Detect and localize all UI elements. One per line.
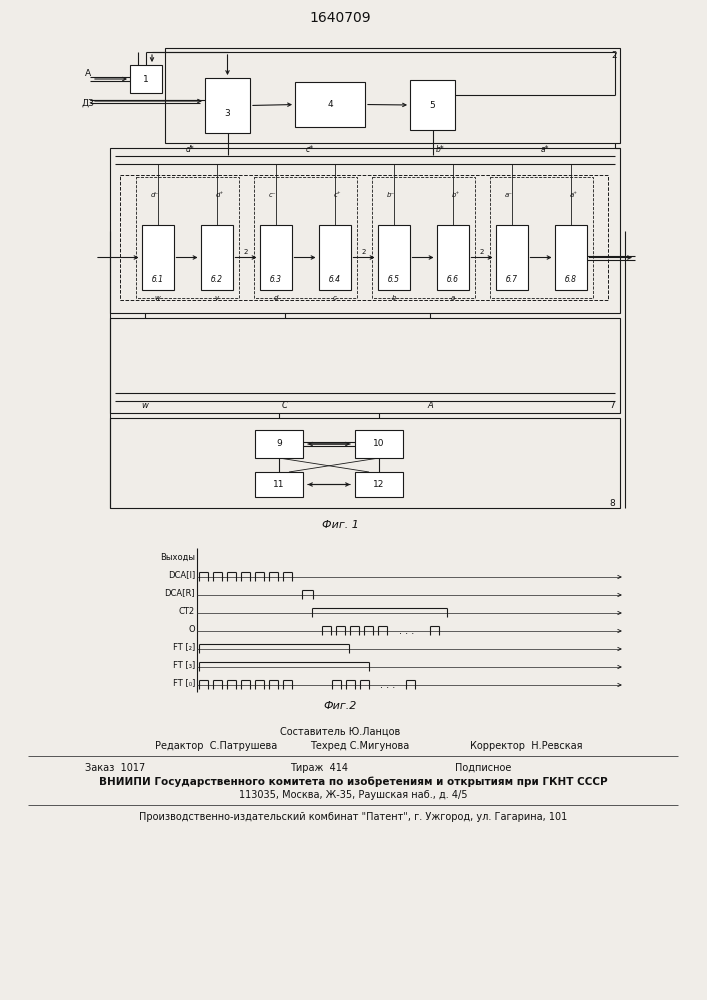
Text: FT [₃]: FT [₃] — [173, 660, 195, 670]
Bar — [355, 472, 403, 497]
Text: d⁺: d⁺ — [216, 192, 223, 198]
Text: 7: 7 — [609, 400, 615, 410]
Bar — [110, 418, 620, 508]
Bar — [371, 177, 474, 298]
Text: 2: 2 — [611, 51, 617, 60]
Text: C: C — [282, 400, 288, 410]
Text: Фиг.2: Фиг.2 — [323, 701, 357, 711]
Text: c⁻: c⁻ — [269, 192, 276, 198]
Text: O: O — [188, 624, 195, 634]
Text: w: w — [155, 295, 160, 301]
Bar — [136, 177, 238, 298]
Text: 3: 3 — [225, 109, 230, 118]
Text: 9: 9 — [276, 440, 282, 448]
Text: d⁻: d⁻ — [151, 192, 158, 198]
Text: d*: d* — [186, 144, 194, 153]
Bar — [201, 225, 233, 290]
Bar — [130, 65, 162, 93]
Text: A: A — [85, 68, 91, 78]
Text: б.5: б.5 — [387, 275, 399, 284]
Text: СТ2: СТ2 — [179, 606, 195, 615]
Bar — [355, 430, 403, 458]
Text: 10: 10 — [373, 440, 385, 448]
Bar — [410, 80, 455, 130]
Text: 2: 2 — [480, 249, 484, 255]
Text: б.1: б.1 — [151, 275, 163, 284]
Text: c*: c* — [306, 144, 314, 153]
Text: б.4: б.4 — [329, 275, 341, 284]
Text: . . .: . . . — [380, 680, 396, 690]
Bar — [318, 225, 351, 290]
Text: a⁺: a⁺ — [570, 192, 578, 198]
Bar — [255, 430, 303, 458]
Text: a⁻: a⁻ — [505, 192, 513, 198]
Text: б.8: б.8 — [564, 275, 576, 284]
Bar — [255, 472, 303, 497]
Bar — [259, 225, 291, 290]
Bar — [165, 48, 620, 143]
Text: Техред С.Мигунова: Техред С.Мигунова — [310, 741, 409, 751]
Text: 2: 2 — [244, 249, 248, 255]
Bar — [378, 225, 409, 290]
Text: FT [₀]: FT [₀] — [173, 678, 195, 688]
Text: 2: 2 — [362, 249, 366, 255]
Text: Составитель Ю.Ланцов: Составитель Ю.Ланцов — [280, 727, 400, 737]
Bar — [496, 225, 527, 290]
Text: . . .: . . . — [399, 626, 414, 636]
Text: Производственно-издательский комбинат "Патент", г. Ужгород, ул. Гагарина, 101: Производственно-издательский комбинат "П… — [139, 812, 567, 822]
Text: DCA[І]: DCA[І] — [168, 570, 195, 580]
Text: Выходы: Выходы — [160, 552, 195, 562]
Bar — [436, 225, 469, 290]
Text: ДЗ: ДЗ — [81, 99, 95, 107]
Text: a: a — [450, 295, 455, 301]
Text: б.3: б.3 — [269, 275, 281, 284]
Text: ВНИИПИ Государственного комитета по изобретениям и открытиям при ГКНТ СССР: ВНИИПИ Государственного комитета по изоб… — [99, 777, 607, 787]
Text: Заказ  1017: Заказ 1017 — [85, 763, 145, 773]
Text: 11: 11 — [273, 480, 285, 489]
Text: 5: 5 — [430, 101, 436, 109]
Text: 113035, Москва, Ж-35, Раушская наб., д. 4/5: 113035, Москва, Ж-35, Раушская наб., д. … — [239, 790, 467, 800]
Bar — [254, 177, 356, 298]
Text: b*: b* — [436, 144, 445, 153]
Bar — [295, 82, 365, 127]
Bar — [205, 78, 250, 133]
Text: Фиг. 1: Фиг. 1 — [322, 520, 358, 530]
Text: w: w — [141, 400, 148, 410]
Text: 4: 4 — [327, 100, 333, 109]
Text: a*: a* — [541, 144, 549, 153]
Text: б.6: б.6 — [447, 275, 459, 284]
Text: b⁺: b⁺ — [451, 192, 460, 198]
Text: d: d — [273, 295, 278, 301]
Text: Корректор  Н.Ревская: Корректор Н.Ревская — [470, 741, 583, 751]
Bar — [110, 148, 620, 313]
Text: б.2: б.2 — [211, 275, 223, 284]
Text: FT [₂]: FT [₂] — [173, 643, 195, 652]
Text: Тираж  414: Тираж 414 — [290, 763, 348, 773]
Bar — [489, 177, 592, 298]
Bar — [554, 225, 587, 290]
Text: 1: 1 — [143, 75, 149, 84]
Text: A: A — [427, 400, 433, 410]
Text: Подписное: Подписное — [455, 763, 511, 773]
Text: c⁺: c⁺ — [334, 192, 341, 198]
Text: 1640709: 1640709 — [309, 11, 370, 25]
Text: b⁻: b⁻ — [386, 192, 395, 198]
Bar — [141, 225, 173, 290]
Text: Редактор  С.Патрушева: Редактор С.Патрушева — [155, 741, 277, 751]
Bar — [120, 175, 608, 300]
Text: c: c — [332, 295, 337, 301]
Text: б.7: б.7 — [506, 275, 518, 284]
Text: 8: 8 — [609, 498, 615, 508]
Bar — [110, 318, 620, 413]
Text: DCA[R]: DCA[R] — [164, 588, 195, 597]
Text: b: b — [391, 295, 396, 301]
Text: 12: 12 — [373, 480, 385, 489]
Text: v: v — [214, 295, 218, 301]
